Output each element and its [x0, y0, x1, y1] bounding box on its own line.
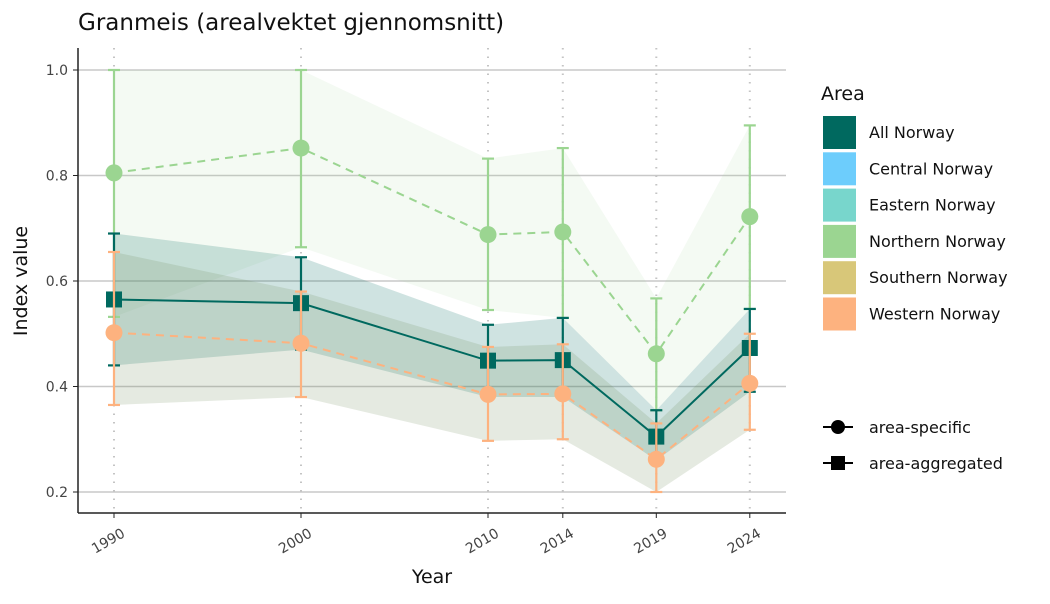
y-tick-label: 0.8	[46, 169, 68, 185]
data-point	[554, 385, 572, 403]
ribbon-all-norway	[114, 233, 750, 461]
data-point	[554, 223, 572, 241]
x-tick-label: 2010	[463, 526, 502, 558]
circle-icon	[831, 420, 845, 434]
legend-swatch	[823, 116, 856, 149]
chart-title: Granmeis (arealvektet gjennomsnitt)	[78, 10, 504, 36]
legend-label: Eastern Norway	[869, 196, 996, 215]
legend-label: Central Norway	[869, 159, 993, 178]
legend-swatch	[823, 297, 856, 331]
x-tick-label: 2000	[276, 526, 315, 558]
legend-label: Northern Norway	[869, 232, 1006, 251]
x-axis-label: Year	[411, 566, 452, 588]
legend-shape-label: area-specific	[869, 418, 971, 437]
legend-swatch	[823, 188, 856, 222]
series-line	[113, 331, 751, 461]
legend-label: Western Norway	[869, 305, 1000, 324]
x-tick-label: 2014	[538, 526, 577, 558]
x-tick-label: 2024	[725, 526, 764, 558]
legend-swatch	[823, 261, 856, 295]
legend-shape-label: area-aggregated	[869, 454, 1003, 473]
y-tick-label: 0.6	[46, 274, 68, 290]
series	[105, 68, 759, 494]
series-western-norway	[105, 250, 759, 494]
series-line	[113, 298, 751, 438]
ribbon-northern-norway	[114, 70, 750, 411]
ribbons	[114, 70, 750, 492]
data-point	[105, 324, 123, 342]
x-tick-label: 2019	[631, 526, 670, 558]
legend-swatch	[823, 152, 856, 186]
legend-title: Area	[821, 83, 865, 105]
data-point	[292, 139, 310, 157]
legend-label: Southern Norway	[869, 268, 1008, 287]
legend-swatch	[823, 224, 856, 258]
ribbon-western-norway	[114, 251, 750, 492]
data-point	[479, 385, 497, 403]
data-point	[741, 374, 759, 392]
data-point	[105, 164, 123, 182]
legend: Area All Norway Central Norway Eastern Nor…	[821, 83, 1008, 473]
series-line	[113, 147, 751, 356]
y-tick-label: 0.2	[46, 485, 68, 501]
data-point	[647, 345, 665, 363]
data-point	[741, 208, 759, 226]
x-tick-label: 1990	[89, 526, 128, 558]
legend-label: All Norway	[869, 123, 955, 142]
data-point	[292, 334, 310, 352]
square-icon	[831, 456, 845, 470]
y-axis-label: Index value	[10, 226, 32, 336]
y-tick-label: 1.0	[46, 63, 68, 79]
y-tick-label: 0.4	[46, 380, 68, 396]
data-point	[647, 450, 665, 468]
data-point	[479, 226, 497, 244]
